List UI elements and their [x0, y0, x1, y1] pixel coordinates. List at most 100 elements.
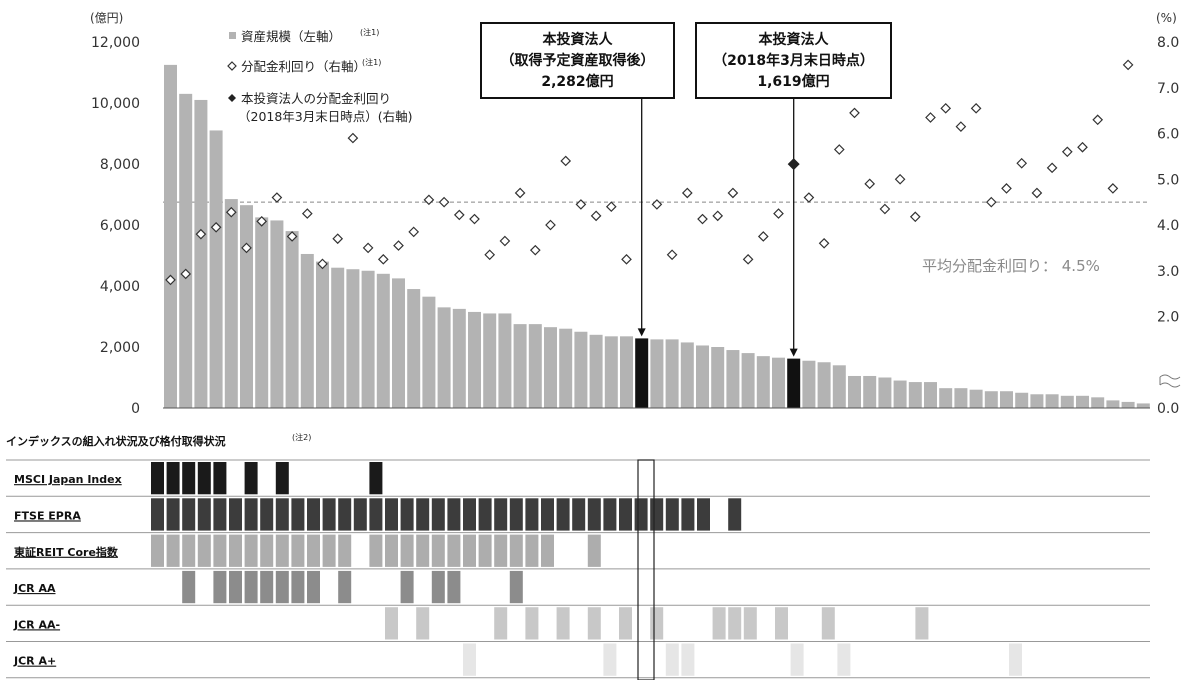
- yield-point: [955, 121, 967, 132]
- asset-bar: [1030, 394, 1044, 408]
- yield-point: [970, 102, 982, 114]
- own-asset-bar: [635, 338, 649, 408]
- index-cell: [353, 498, 367, 531]
- yield-point: [1016, 157, 1028, 169]
- asset-bar: [285, 231, 299, 408]
- left-axis-unit: (億円): [90, 11, 123, 25]
- index-cell: [322, 534, 336, 567]
- yield-point: [985, 196, 997, 208]
- asset-bar: [802, 360, 816, 408]
- asset-bar: [544, 327, 557, 408]
- yield-point: [453, 209, 465, 221]
- index-cell: [619, 607, 632, 640]
- index-cell: [275, 498, 289, 531]
- asset-bar: [209, 130, 223, 408]
- yield-point: [514, 187, 526, 199]
- yield-point: [803, 192, 815, 203]
- index-row-label: JCR AA-: [13, 618, 60, 631]
- yield-point: [864, 178, 876, 190]
- index-section-title: インデックスの組入れ状況及び格付取得状況: [6, 434, 226, 448]
- callout-after-acquisition: 本投資法人 （取得予定資産取得後） 2,282億円: [480, 22, 675, 99]
- index-cell: [197, 462, 211, 495]
- yield-point: [879, 203, 891, 215]
- yield-point: [423, 194, 435, 206]
- yield-point: [195, 228, 207, 240]
- index-cell: [151, 498, 164, 531]
- yield-point: [651, 199, 663, 210]
- asset-bar: [224, 199, 238, 408]
- yield-point: [818, 237, 830, 249]
- yield-point: [165, 274, 176, 286]
- index-cell: [182, 534, 196, 567]
- index-cell: [244, 570, 258, 604]
- callout-leaders: [637, 98, 798, 357]
- asset-bar: [1076, 395, 1089, 408]
- right-tick-label: 3.0: [1157, 264, 1179, 280]
- asset-bar: [361, 270, 375, 408]
- index-cell: [775, 607, 788, 640]
- yield-point: [241, 242, 252, 254]
- index-cell: [275, 462, 289, 495]
- callout-title: 本投資法人: [543, 31, 614, 48]
- index-highlight-frame: [637, 459, 655, 680]
- asset-bar: [528, 324, 542, 408]
- index-cell: [151, 534, 164, 567]
- index-cell: [556, 607, 570, 640]
- yield-point: [317, 258, 328, 270]
- average-yield-label: 平均分配金利回り： 4.5%: [922, 257, 1100, 275]
- asset-bar: [513, 324, 527, 408]
- asset-bar: [924, 382, 937, 408]
- index-cell: [416, 498, 430, 531]
- yield-point: [438, 196, 450, 208]
- index-cell: [447, 498, 461, 531]
- yield-point: [210, 221, 222, 233]
- yield-point: [1077, 141, 1088, 153]
- asset-bar: [483, 313, 497, 408]
- index-cell: [603, 643, 617, 676]
- callout-value: 1,619億円: [757, 73, 829, 90]
- right-tick-label: 2.0: [1157, 310, 1179, 326]
- asset-bar: [589, 334, 603, 408]
- index-row: JCR AA-: [6, 607, 1150, 642]
- index-cell: [634, 498, 648, 531]
- index-cell: [494, 498, 508, 531]
- index-cell: [291, 570, 305, 604]
- index-cell: [182, 498, 196, 531]
- asset-bars: [164, 64, 1150, 408]
- legend-yield-note: (注1): [362, 57, 381, 67]
- index-cell: [619, 498, 632, 531]
- index-cell: [166, 462, 180, 495]
- asset-bar: [1106, 400, 1120, 408]
- asset-bar: [726, 350, 740, 408]
- index-cell: [400, 570, 414, 604]
- asset-bar: [1136, 403, 1150, 408]
- legend-own-yield-sublabel: （2018年3月末日時点）(右軸): [238, 109, 413, 124]
- asset-bar: [893, 380, 907, 408]
- index-cell: [681, 498, 695, 531]
- arrow-down-icon: [789, 348, 798, 357]
- yield-point: [408, 226, 420, 238]
- left-tick-label: 8,000: [100, 157, 140, 173]
- index-cell: [291, 534, 305, 567]
- index-cell: [431, 534, 445, 567]
- yield-point: [1031, 187, 1043, 199]
- index-cell: [369, 534, 383, 567]
- legend-filled-diamond-icon: [228, 94, 236, 102]
- index-row: JCR AA: [6, 570, 1150, 606]
- yield-point: [1092, 114, 1104, 126]
- right-axis-ticks: 0.0 2.0 3.0 4.0 5.0 6.0 7.0 8.0: [1157, 35, 1179, 417]
- yield-point: [545, 219, 556, 231]
- yield-point: [590, 210, 602, 222]
- yield-point: [256, 215, 268, 227]
- yield-point: [666, 249, 678, 261]
- yield-point: [575, 199, 587, 210]
- asset-bar: [772, 357, 785, 408]
- yield-point: [180, 268, 192, 280]
- index-cell: [229, 498, 242, 531]
- asset-bar: [756, 356, 770, 408]
- asset-bar: [559, 328, 573, 408]
- yield-point: [301, 208, 313, 219]
- index-cell: [603, 498, 617, 531]
- left-tick-label: 2,000: [100, 340, 140, 356]
- callout-title: 本投資法人: [759, 31, 830, 48]
